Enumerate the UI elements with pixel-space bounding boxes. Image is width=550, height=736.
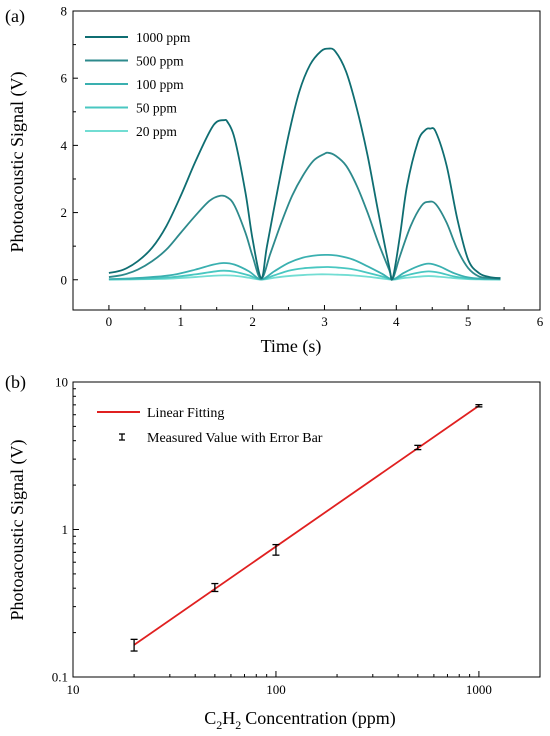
panel-b-fit-line <box>133 405 480 646</box>
panel-b-x-label: C2H2 Concentration (ppm) <box>204 708 395 732</box>
panel-a-series <box>108 47 501 281</box>
panel-b-plot-frame <box>72 381 541 678</box>
legend-label: 500 ppm <box>136 54 184 69</box>
legend-fit-label: Linear Fitting <box>147 406 224 421</box>
panel-b-x-ticks: 10 100 1000 <box>67 671 492 697</box>
panel-b-x-tick-label: 100 <box>266 682 286 697</box>
measured-point <box>272 543 280 556</box>
panel-a-y-tick-label: 2 <box>61 205 68 220</box>
measured-point <box>211 582 219 593</box>
series-line-500-ppm <box>108 151 501 281</box>
x-label-rest: Concentration (ppm) <box>245 708 395 729</box>
panel-b-x-tick-label: 1000 <box>466 682 492 697</box>
panel-a-x-tick-label: 1 <box>178 314 185 329</box>
legend-measured-label: Measured Value with Error Bar <box>147 431 323 446</box>
panel-a-x-tick-label: 0 <box>106 314 113 329</box>
x-label-sub1: 2 <box>216 718 222 732</box>
panel-a-y-label: Photoacoustic Signal (V) <box>7 72 28 253</box>
panel-a-legend: 1000 ppm 500 ppm 100 ppm 50 ppm 20 ppm <box>85 30 191 139</box>
panel-b-measured-points <box>130 404 483 652</box>
panel-a-x-tick-label: 6 <box>537 314 544 329</box>
series-line-20-ppm <box>108 273 501 281</box>
x-label-sub2: 2 <box>235 718 241 732</box>
measured-point <box>475 404 483 408</box>
x-label-mid: H <box>222 708 235 728</box>
legend-label: 50 ppm <box>136 101 177 116</box>
fit-line <box>133 405 480 646</box>
panel-a-label: (a) <box>5 6 25 27</box>
panel-b-x-tick-label: 10 <box>67 682 80 697</box>
panel-a-y-tick-label: 6 <box>61 71 68 86</box>
series-line-1000-ppm <box>108 47 501 281</box>
legend-measured-swatch <box>119 433 125 441</box>
legend-label: 20 ppm <box>136 124 177 139</box>
panel-b: (b) 10 100 1000 0.1 1 10 Linear Fitting Meas… <box>5 372 541 732</box>
x-label-species: C <box>204 708 216 728</box>
panel-b-legend: Linear Fitting Measured Value with Error… <box>97 406 323 446</box>
panel-b-y-label: Photoacoustic Signal (V) <box>7 440 28 621</box>
panel-b-label: (b) <box>5 372 26 393</box>
panel-a-x-tick-label: 3 <box>321 314 328 329</box>
series-line-50-ppm <box>108 266 501 281</box>
measured-point <box>414 444 422 451</box>
panel-a-y-tick-label: 0 <box>61 272 68 287</box>
panel-a-y-ticks: 0 2 4 6 8 <box>61 4 78 287</box>
panel-a-y-tick-label: 8 <box>61 4 68 19</box>
panel-a-plot-frame <box>72 10 541 311</box>
panel-a-x-tick-label: 5 <box>465 314 472 329</box>
panel-a-x-ticks: 0 1 2 3 4 5 6 <box>72 305 544 329</box>
series-line-100-ppm <box>108 253 501 281</box>
legend-label: 100 ppm <box>136 77 184 92</box>
panel-a-y-tick-label: 4 <box>61 138 68 153</box>
panel-a: (a) 0 1 2 3 4 5 6 0 2 4 6 8 1000 ppm 500 ppm 100 ppm… <box>5 4 544 358</box>
panel-b-y-tick-label: 0.1 <box>52 670 68 685</box>
panel-a-x-tick-label: 4 <box>393 314 400 329</box>
panel-b-y-tick-label: 1 <box>62 522 69 537</box>
panel-b-y-tick-label: 10 <box>55 375 68 390</box>
panel-b-y-ticks: 0.1 1 10 <box>52 375 79 685</box>
panel-a-x-label: Time (s) <box>261 336 322 357</box>
legend-label: 1000 ppm <box>136 30 191 45</box>
measured-point <box>130 638 138 652</box>
panel-a-x-tick-label: 2 <box>249 314 256 329</box>
